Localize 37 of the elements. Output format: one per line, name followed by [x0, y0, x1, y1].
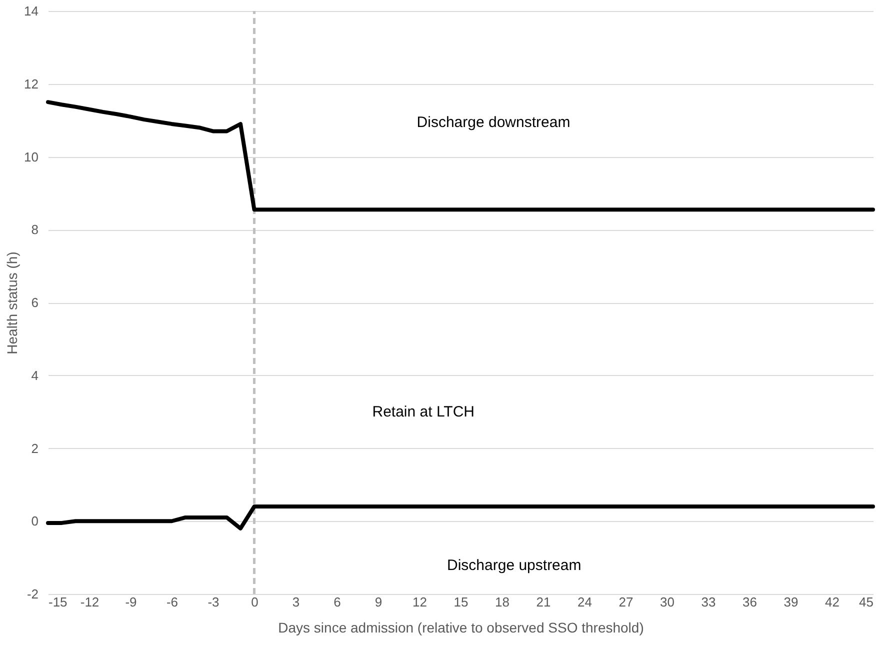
x-tick-label: 0	[251, 594, 258, 610]
y-tick-label: 6	[31, 295, 38, 310]
x-tick-label: -6	[166, 594, 178, 610]
x-tick-label: 15	[454, 594, 468, 610]
x-tick-label: 12	[412, 594, 427, 610]
x-tick-label: 39	[784, 594, 798, 610]
x-tick-label: 18	[495, 594, 510, 610]
x-tick-label: 21	[536, 594, 551, 610]
annotation: Discharge upstream	[447, 556, 582, 574]
x-tick-label: 27	[618, 594, 634, 610]
x-tick-label: 36	[742, 594, 757, 610]
line-series	[46, 100, 875, 212]
x-tick-label: 45	[859, 594, 874, 610]
y-tick-label: -2	[26, 586, 38, 602]
x-tick-label: 24	[578, 594, 592, 610]
x-tick-label: 33	[701, 594, 716, 610]
y-tick-label: 14	[24, 4, 38, 18]
line-series	[46, 504, 875, 530]
y-tick-label: 0	[31, 514, 38, 529]
x-tick-label: 9	[374, 594, 382, 610]
x-tick-label: -15	[48, 594, 68, 610]
y-tick-label: 10	[24, 149, 38, 164]
x-tick-label: -12	[80, 594, 100, 610]
y-tick-label: 12	[24, 76, 38, 92]
annotation: Discharge downstream	[416, 114, 570, 131]
x-tick-label: 42	[825, 594, 840, 610]
x-axis-title: Days since admission (relative to observed SSO threshold)	[278, 620, 644, 636]
x-tick-label: -3	[208, 594, 220, 610]
x-tick-label: 6	[334, 594, 341, 610]
x-tick-label: -9	[125, 594, 137, 610]
y-tick-label: 4	[31, 368, 38, 383]
y-tick-label: 8	[31, 222, 38, 238]
x-tick-label: 30	[660, 594, 674, 610]
y-axis-title: Health status (h)	[4, 252, 20, 354]
annotation: Retain at LTCH	[372, 404, 475, 421]
x-tick-label: 3	[292, 594, 300, 610]
y-tick-label: 2	[31, 440, 38, 456]
